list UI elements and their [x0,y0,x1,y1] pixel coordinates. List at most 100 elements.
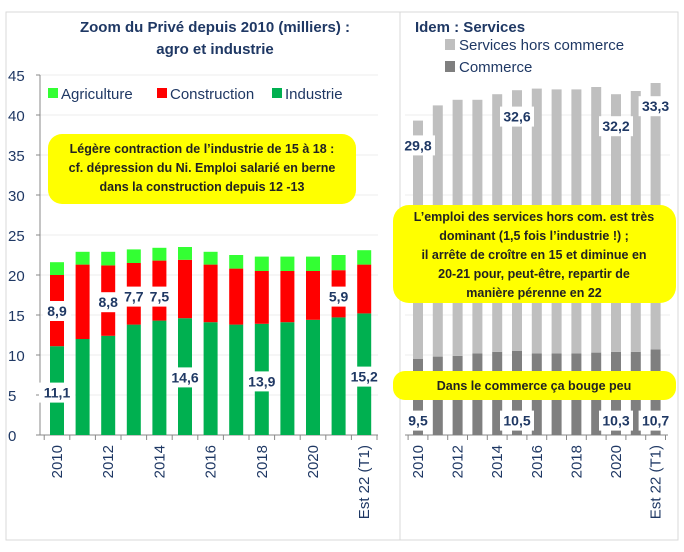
data-label-bg [405,410,431,431]
legend-label-industrie: Industrie [285,86,343,103]
bar-agriculture [101,251,116,266]
legend-label-agriculture: Agriculture [61,86,133,103]
data-label: 8,8 [98,294,118,310]
x-tick-label: 2012 [100,445,117,478]
x-tick-label: 2016 [203,445,220,478]
y-tick-label: 45 [8,68,25,85]
bar-construction [75,264,90,339]
legend-swatch-services-hors-commerce [445,39,455,50]
bar-construction [178,259,192,319]
data-label: 29,8 [404,137,431,153]
legend-swatch-agriculture [48,88,58,98]
x-tick-label: Est 22 (T1) [356,445,373,519]
legend-swatch-construction [157,88,167,98]
data-label-bg [39,382,75,403]
y-tick-label: 25 [8,228,25,245]
bar-industrie [280,322,295,435]
annotation-box [393,371,676,400]
x-tick-label: 2012 [450,445,467,478]
annotation-text: dominant (1,5 fois l’industrie !) ; [439,229,629,243]
bar-agriculture [229,255,244,269]
data-label: 32,2 [602,118,629,134]
x-tick-label: 2010 [49,445,66,478]
bar-agriculture [331,255,346,271]
y-tick-label: 0 [8,428,16,445]
bar-agriculture [306,256,320,271]
y-tick-label: 40 [8,108,25,125]
x-tick-label: 2016 [529,445,546,478]
bar-industrie [229,324,244,435]
annotation-text: dans la construction depuis 12 -13 [100,180,305,194]
bar-industrie [203,322,218,435]
data-label: 8,9 [47,303,67,319]
data-label: 5,9 [329,289,349,305]
legend-label-services-hors-commerce: Services hors commerce [459,37,624,54]
data-label: 10,5 [503,413,530,429]
data-label: 7,5 [150,289,170,305]
data-label-bg [638,410,673,431]
bar-construction [306,271,320,320]
y-tick-label: 20 [8,268,25,285]
bar-industrie [306,319,320,435]
x-tick-label: 2020 [608,445,625,478]
legend-swatch-industrie [272,88,282,98]
bar-agriculture [50,262,64,275]
x-tick-label: 2018 [568,445,585,478]
x-tick-label: 2014 [151,445,168,478]
bar-construction [229,268,244,325]
bar-agriculture [357,250,372,265]
annotation-box [48,134,356,204]
data-label-bg [599,116,633,137]
data-label: 13,9 [248,373,275,389]
bar-construction [254,271,269,324]
chart-title: Idem : Services [415,19,525,36]
bar-agriculture [75,251,90,265]
data-label: 33,3 [642,98,669,114]
bar-agriculture [152,247,167,261]
data-label-bg [145,286,174,307]
chart-subtitle: agro et industrie [156,41,274,58]
annotation-text: 20-21 pour, peut-être, repartir de [438,267,630,281]
bar-construction [357,264,372,314]
chart-title: Zoom du Privé depuis 2010 (milliers) : [80,19,350,36]
y-tick-label: 35 [8,148,25,165]
annotation-text: cf. dépression du Ni. Emploi salarié en … [69,161,336,175]
data-label-bg [119,286,148,307]
data-label-bg [94,292,123,313]
bar-industrie [75,339,90,435]
x-tick-label: Est 22 (T1) [648,445,665,519]
data-label-bg [500,106,534,127]
bar-agriculture [126,249,141,263]
annotation-text: Dans le commerce ça bouge peu [437,379,632,393]
legend-swatch-commerce [445,61,455,72]
y-tick-label: 30 [8,188,25,205]
y-tick-label: 10 [8,348,25,365]
data-label-bg [43,301,71,321]
legend-label-commerce: Commerce [459,59,532,76]
bar-agriculture [254,256,269,271]
bar-construction [203,264,218,323]
annotation-text: manière pérenne en 22 [466,286,602,300]
data-label-bg [638,96,673,117]
bar-industrie [126,324,141,435]
bar-industrie [331,317,346,435]
bar-industrie [152,320,167,435]
x-tick-label: 2014 [489,445,506,478]
data-label-bg [346,366,383,387]
data-label: 14,6 [171,369,198,385]
annotation-box [393,205,676,303]
bar-agriculture [178,247,192,260]
data-label: 10,3 [602,413,629,429]
legend-label-construction: Construction [170,86,254,103]
bar-construction [280,271,295,323]
data-label-bg [167,367,203,388]
y-tick-label: 5 [8,388,16,405]
data-label: 10,7 [642,413,669,429]
data-label: 15,2 [351,369,378,385]
annotation-text: il arrête de croître en 15 et diminue en [421,248,646,262]
annotation-text: L’emploi des services hors com. est très [414,210,654,224]
annotation-text: Légère contraction de l’industrie de 15 … [70,142,335,156]
data-label-bg [401,135,435,156]
data-label-bg [599,410,633,431]
data-label-bg [324,286,353,307]
